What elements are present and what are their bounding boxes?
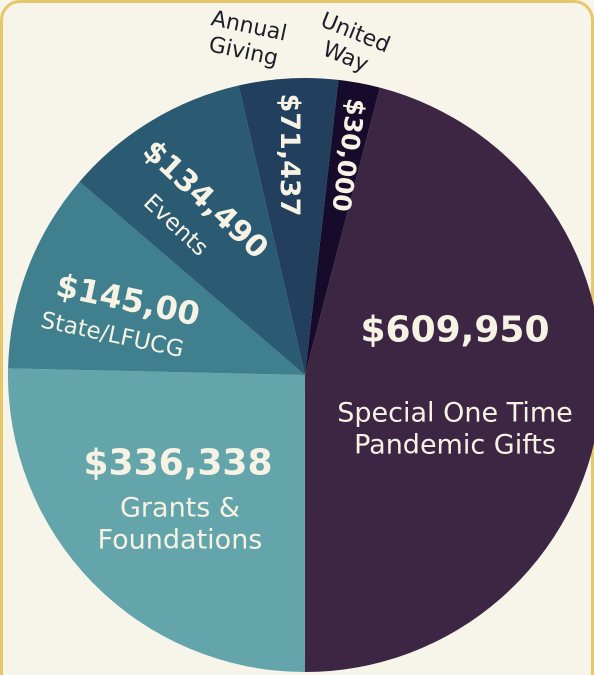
pie-slice	[8, 181, 305, 375]
value-label: $71,437	[274, 93, 306, 217]
pie-slice	[304, 87, 594, 672]
value-label: $336,338	[83, 442, 273, 484]
pie-slice	[305, 79, 380, 375]
slice-label: Grants & Foundations	[97, 492, 263, 556]
pie-slice	[79, 85, 305, 375]
value-label: $609,950	[360, 309, 550, 351]
pie-slice	[238, 77, 339, 375]
slice-label: Special One Time Pandemic Gifts	[337, 397, 573, 461]
pie-slice	[7, 368, 305, 672]
